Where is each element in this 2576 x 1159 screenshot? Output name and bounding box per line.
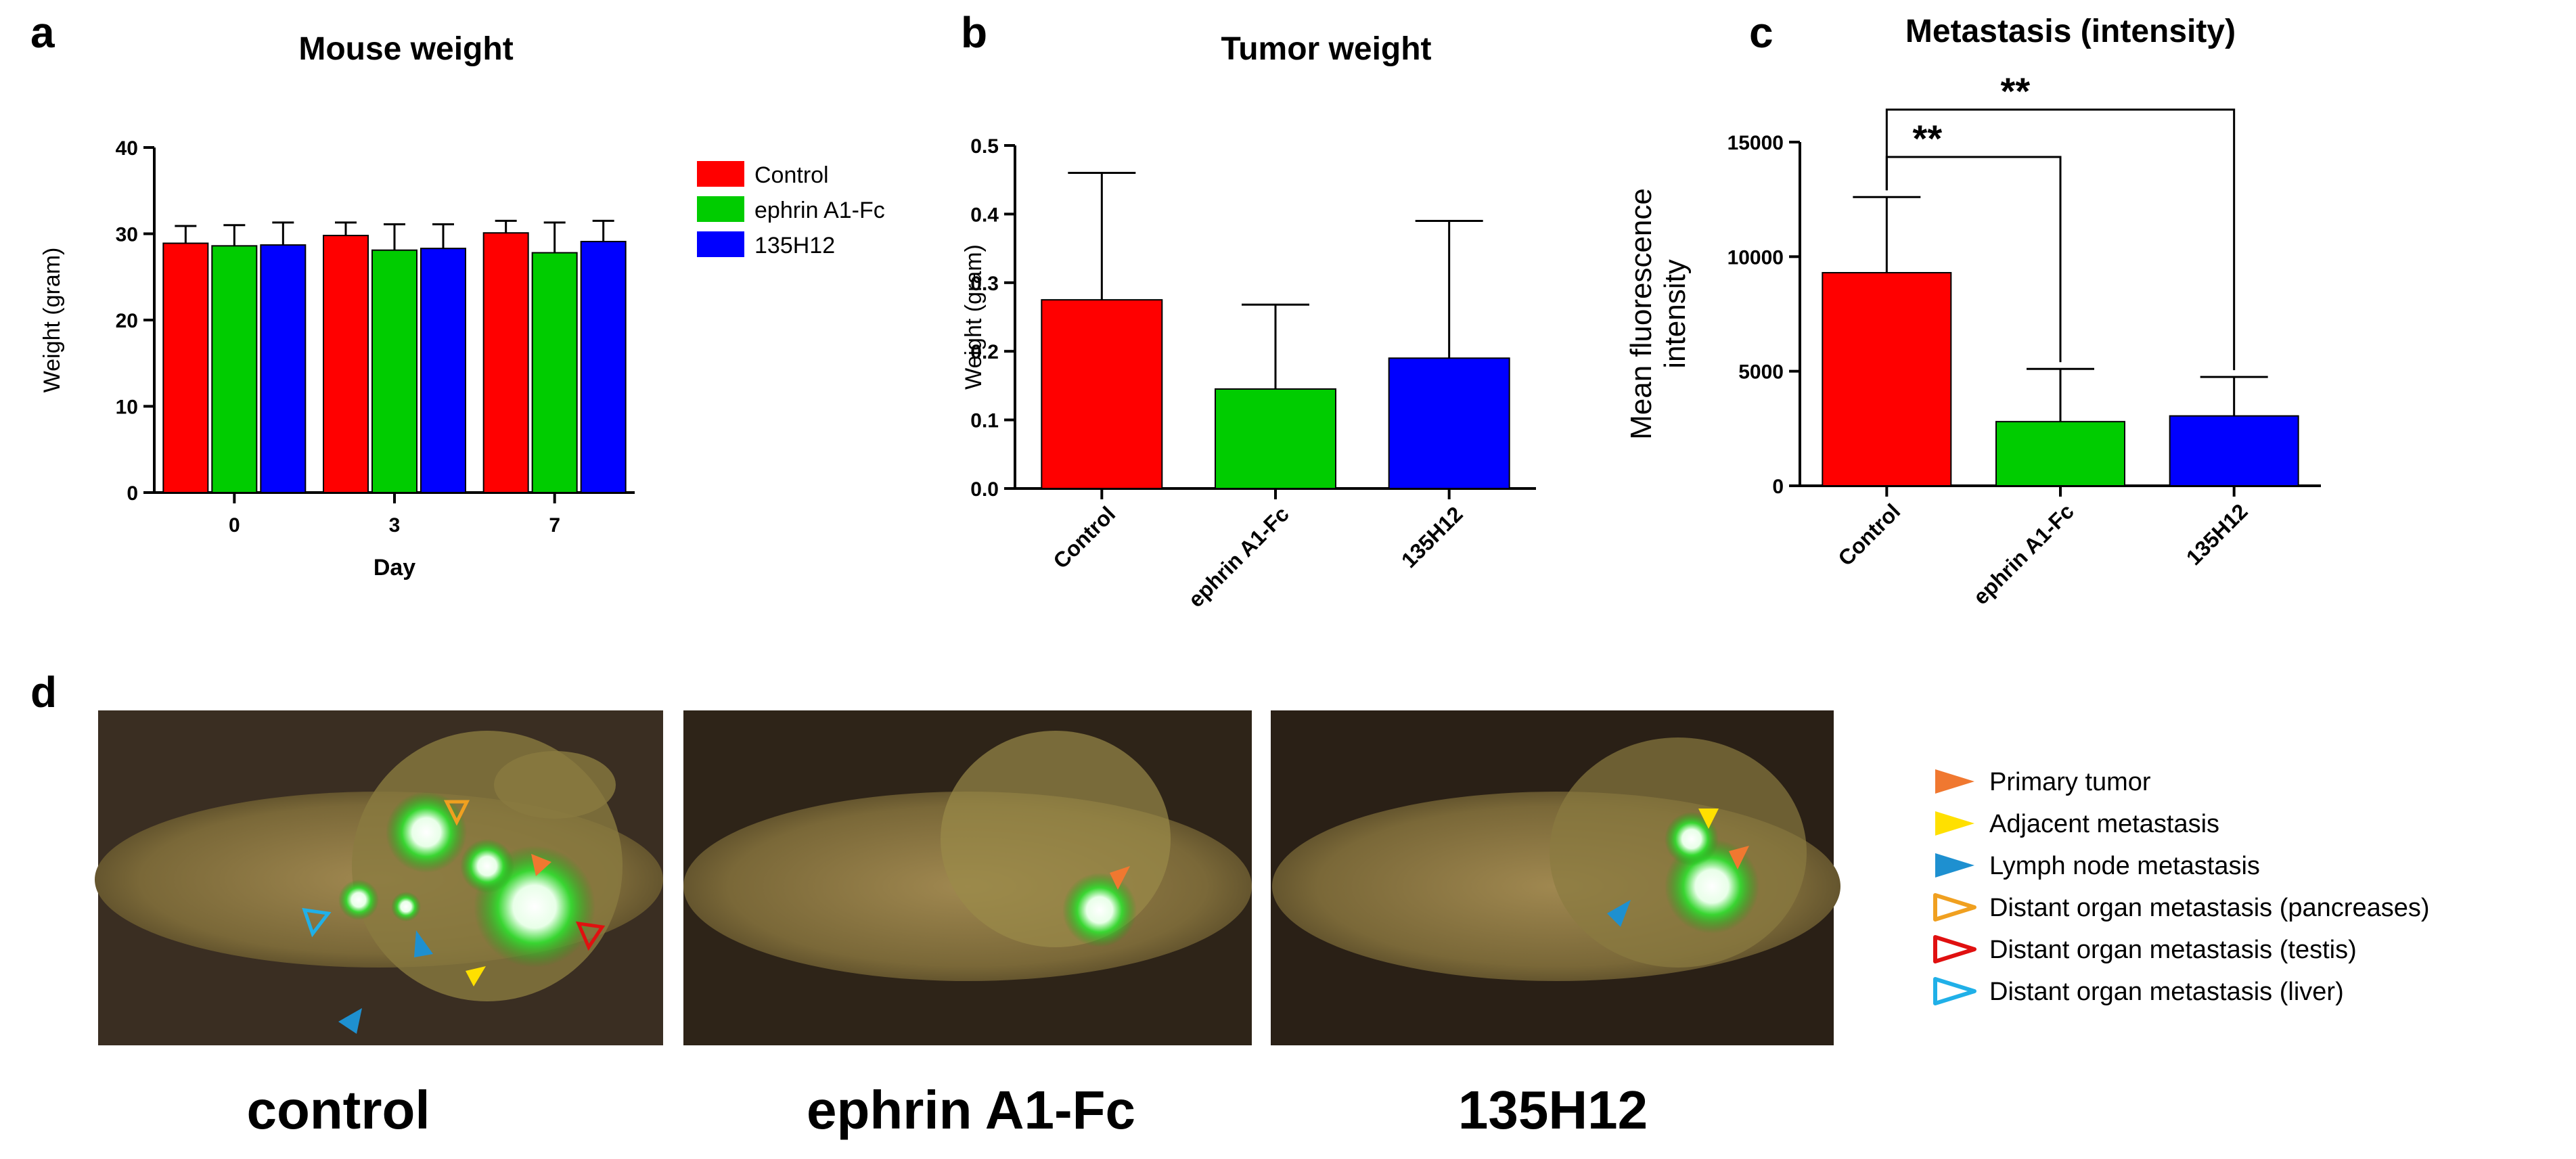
bar (162, 242, 209, 493)
legend-label: Adjacent metastasis (1989, 810, 2219, 838)
y-tick-label: 0.0 (970, 478, 999, 501)
bar (1388, 357, 1510, 490)
x-tick-label: 3 (389, 514, 401, 537)
bar (323, 235, 369, 493)
chart-tumor-weight: Tumor weight 0.0 0.1 0.2 0.3 0.4 0.5 Weight (gr… (961, 31, 1536, 612)
legend-arrow-icon (1933, 893, 1976, 922)
bar (482, 232, 529, 493)
bar (1822, 272, 1952, 486)
bar (1215, 388, 1336, 489)
y-tick-label: 30 (116, 224, 138, 246)
chart-mouse-weight: Mouse weight 0 10 20 30 40 Weight (gram) Day 0 3 7… (39, 31, 885, 581)
significance-label: ** (1913, 117, 1943, 160)
arrow-liver-icon (302, 907, 332, 938)
arrow-adjacent-icon (1698, 809, 1719, 829)
y-tick-label: 0.2 (970, 341, 999, 363)
y-tick-label: 5000 (1738, 361, 1784, 384)
arrow-primary-icon (1729, 846, 1749, 869)
photo-135h12 (1271, 710, 1840, 1045)
chart-title: Tumor weight (1221, 31, 1431, 67)
photo-control (95, 710, 663, 1045)
x-tick-label: 135H12 (2182, 499, 2253, 570)
caption-control: control (246, 1080, 430, 1140)
panel-letter-c: c (1749, 8, 1773, 57)
y-axis-label: Mean fluorescence (1625, 188, 1658, 440)
bar (420, 248, 466, 493)
y-axis-label: Weight (gram) (39, 248, 65, 393)
photo-legend: Primary tumor Adjacent metastasis Lymph no… (1933, 768, 2430, 1006)
legend-arrow-icon (1935, 811, 1974, 836)
panel-letter-b: b (961, 8, 987, 57)
arrow-lymph-icon (338, 1008, 362, 1034)
panel-letter-a: a (30, 8, 55, 57)
panel-letter-d: d (30, 668, 57, 717)
arrow-adjacent-icon (466, 966, 486, 986)
bar (1995, 421, 2125, 487)
arrow-lymph-icon (1607, 900, 1631, 927)
legend-label: Control (754, 162, 829, 188)
bar (531, 252, 578, 493)
arrow-primary-icon (1110, 866, 1130, 890)
y-tick-label: 0.1 (970, 410, 999, 432)
arrow-lymph-icon (414, 930, 433, 957)
bar (371, 249, 417, 493)
x-tick-label: ephrin A1-Fc (1968, 499, 2079, 609)
arrow-testis-icon (575, 921, 606, 951)
x-tick-label: Control (1833, 499, 1905, 570)
arrow-primary-icon (531, 854, 551, 876)
x-axis-label: Day (374, 555, 415, 581)
x-tick-label: 135H12 (1397, 501, 1468, 572)
y-tick-label: 0 (127, 482, 138, 505)
legend-swatch (697, 161, 744, 187)
x-tick-label: Control (1048, 501, 1120, 573)
y-tick-label: 0.5 (970, 135, 999, 158)
y-tick-label: 20 (116, 310, 138, 332)
legend-swatch (697, 196, 744, 222)
y-axis-label: intensity (1658, 259, 1692, 368)
bar (1041, 299, 1163, 489)
legend-label: Lymph node metastasis (1989, 852, 2260, 880)
caption-135h12: 135H12 (1458, 1080, 1648, 1140)
bar (580, 240, 627, 493)
y-tick-label: 10 (116, 396, 138, 419)
arrow-pancreas-icon (443, 800, 470, 826)
significance-bracket (1885, 108, 2236, 371)
legend-label: ephrin A1-Fc (754, 198, 885, 223)
legend-arrow-icon (1935, 853, 1974, 878)
bar (211, 245, 258, 493)
photo-ephrin (683, 710, 1252, 1045)
caption-ephrin: ephrin A1-Fc (807, 1080, 1135, 1140)
chart-title: Metastasis (intensity) (1905, 14, 2236, 49)
legend-arrow-icon (1935, 769, 1974, 794)
legend-label: Distant organ metastasis (pancreases) (1989, 894, 2430, 922)
significance-label: ** (2001, 70, 2031, 112)
legend-label: Distant organ metastasis (testis) (1989, 936, 2357, 964)
y-tick-label: 0.4 (970, 204, 999, 226)
photo-panel (95, 710, 1840, 1045)
y-tick-label: 0 (1772, 476, 1784, 498)
chart-title: Mouse weight (298, 31, 513, 67)
y-tick-label: 10000 (1727, 246, 1784, 269)
legend-label: Primary tumor (1989, 768, 2151, 796)
legend-arrow-icon (1933, 935, 1976, 963)
bar (2169, 415, 2299, 486)
y-tick-label: 40 (116, 137, 138, 160)
y-axis-label: Weight (gram) (961, 244, 987, 390)
x-tick-label: 7 (549, 514, 560, 537)
bar (260, 244, 307, 493)
legend-swatch (697, 231, 744, 257)
x-tick-label: 0 (229, 514, 240, 537)
legend-label: Distant organ metastasis (liver) (1989, 978, 2344, 1006)
y-tick-label: 0.3 (970, 273, 999, 295)
y-tick-label: 15000 (1727, 132, 1784, 154)
legend-label: 135H12 (754, 233, 835, 258)
x-tick-label: ephrin A1-Fc (1183, 501, 1294, 612)
legend-arrow-icon (1933, 977, 1976, 1005)
chart-metastasis-intensity: Metastasis (intensity) 0 5000 10000 15000 Mea… (1625, 14, 2321, 609)
